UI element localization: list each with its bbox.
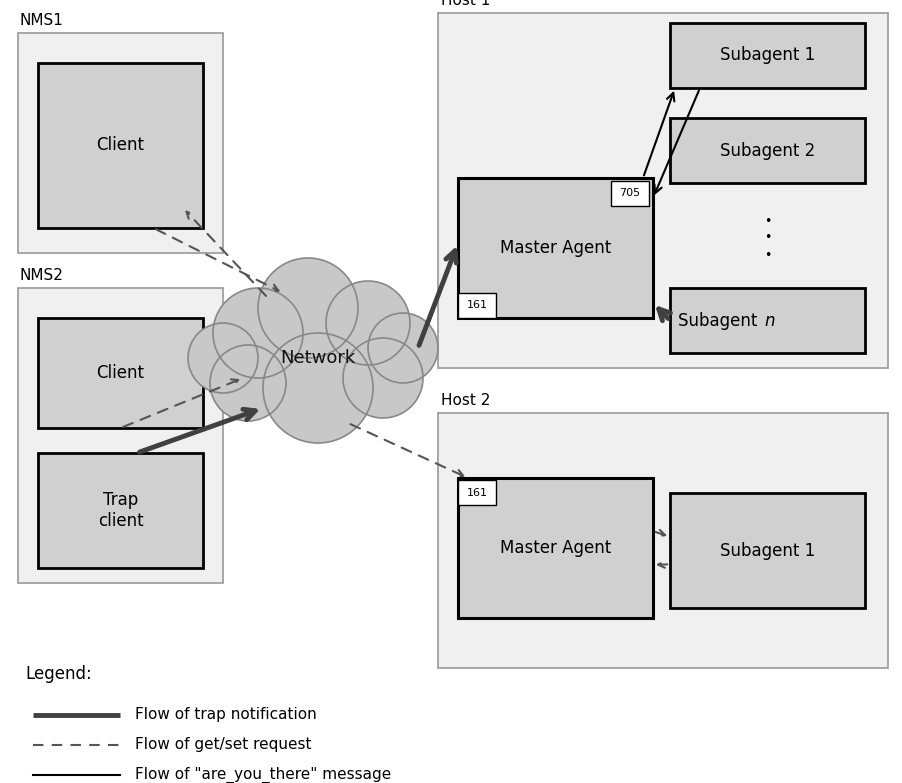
- Circle shape: [258, 258, 357, 358]
- Text: Subagent: Subagent: [677, 312, 761, 330]
- Text: 705: 705: [619, 189, 640, 199]
- Bar: [669, 118, 864, 183]
- Circle shape: [368, 313, 437, 383]
- Text: Trap
client: Trap client: [97, 491, 143, 530]
- Text: Host 1: Host 1: [440, 0, 490, 8]
- Text: NMS1: NMS1: [20, 13, 64, 28]
- Text: Subagent 1: Subagent 1: [719, 46, 815, 64]
- Text: Flow of trap notification: Flow of trap notification: [135, 708, 317, 723]
- Bar: [38, 63, 203, 228]
- Text: Legend:: Legend:: [25, 665, 92, 683]
- Text: Subagent 1: Subagent 1: [719, 542, 815, 560]
- Circle shape: [213, 288, 303, 378]
- Circle shape: [188, 323, 258, 393]
- Text: •
•
•: • • •: [763, 215, 770, 262]
- Text: n: n: [764, 312, 774, 330]
- Bar: [669, 288, 864, 353]
- Text: Subagent 2: Subagent 2: [719, 142, 815, 160]
- Text: Flow of get/set request: Flow of get/set request: [135, 738, 311, 752]
- Circle shape: [262, 333, 373, 443]
- Text: Client: Client: [97, 364, 144, 382]
- Text: Network: Network: [280, 349, 355, 367]
- Bar: [457, 293, 495, 318]
- Bar: [611, 181, 649, 206]
- Bar: [38, 453, 203, 568]
- Circle shape: [326, 281, 410, 365]
- Bar: [18, 33, 223, 253]
- Text: Master Agent: Master Agent: [500, 239, 611, 257]
- Circle shape: [343, 338, 422, 418]
- Text: 161: 161: [466, 301, 487, 311]
- Text: 161: 161: [466, 488, 487, 497]
- Bar: [669, 493, 864, 608]
- Bar: [457, 178, 652, 318]
- Bar: [38, 318, 203, 428]
- Text: Flow of "are_you_there" message: Flow of "are_you_there" message: [135, 767, 391, 783]
- Text: Host 2: Host 2: [440, 393, 490, 408]
- Bar: [669, 23, 864, 88]
- Bar: [457, 480, 495, 505]
- Text: Master Agent: Master Agent: [500, 539, 611, 557]
- Bar: [437, 413, 887, 668]
- Text: Client: Client: [97, 136, 144, 154]
- Bar: [217, 338, 418, 393]
- Bar: [18, 288, 223, 583]
- Text: NMS2: NMS2: [20, 268, 64, 283]
- Bar: [437, 13, 887, 368]
- Circle shape: [210, 345, 286, 421]
- Bar: [457, 478, 652, 618]
